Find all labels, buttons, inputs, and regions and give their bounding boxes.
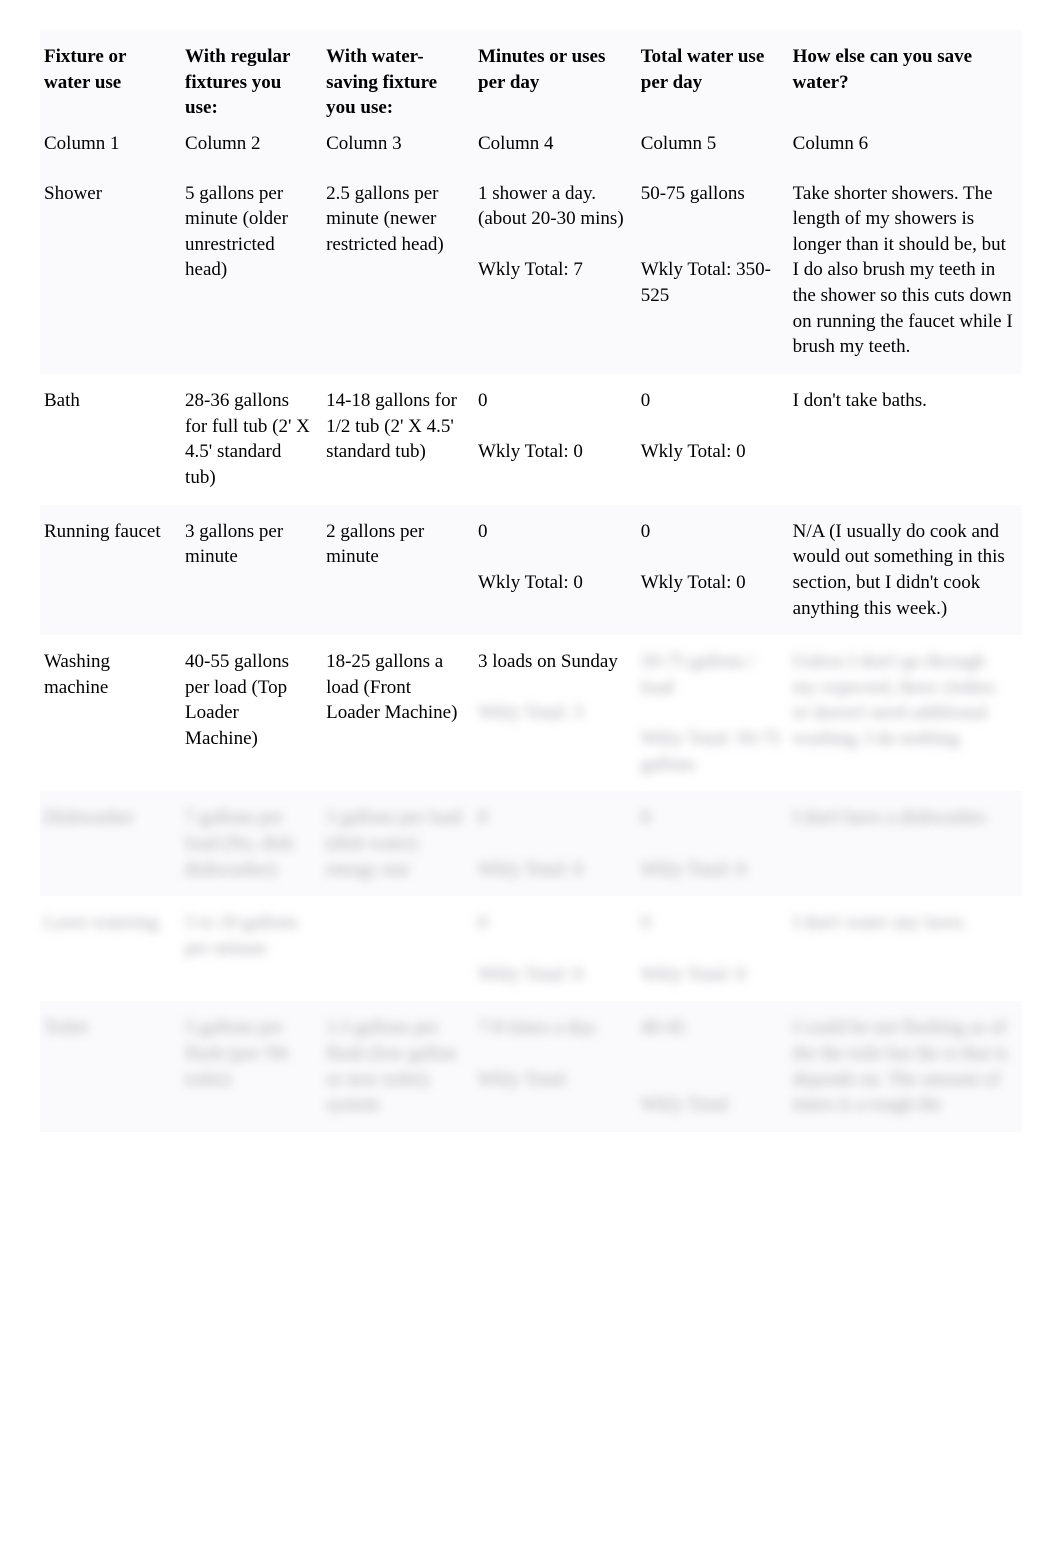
sublabel-c3: Column 3 xyxy=(322,125,474,167)
cell-c4: 0Wkly Total: 0 xyxy=(474,374,637,505)
header-fixture: Fixture or water use xyxy=(40,30,181,125)
cell-c2: 7 gallons per load (No, dish dishwasher) xyxy=(181,791,322,896)
cell-c2: 28-36 gallons for full tub (2' X 4.5' st… xyxy=(181,374,322,505)
cell-c6: Take shorter showers. The length of my s… xyxy=(789,167,1022,374)
sublabel-c1: Column 1 xyxy=(40,125,181,167)
header-total: Total water use per day xyxy=(637,30,789,125)
sublabel-c5: Column 5 xyxy=(637,125,789,167)
header-saving: With water-saving fixture you use: xyxy=(322,30,474,125)
cell-c6: I don't take baths. xyxy=(789,374,1022,505)
cell-c5: 50-75 gallonsWkly Total: 350-525 xyxy=(637,167,789,374)
cell-c4: 3 loads on SundayWkly Total: 3 xyxy=(474,635,637,791)
cell-c2: 40-55 gallons per load (Top Loader Machi… xyxy=(181,635,322,791)
cell-c2: 5 gallons per flush (pre-'94 toilet) xyxy=(181,1001,322,1132)
cell-c2: 5 gallons per minute (older unrestricted… xyxy=(181,167,322,374)
cell-c3: 14-18 gallons for 1/2 tub (2' X 4.5' sta… xyxy=(322,374,474,505)
cell-c2: 3 gallons per minute xyxy=(181,505,322,636)
sublabel-c2: Column 2 xyxy=(181,125,322,167)
cell-c5: 0Wkly Total: 0 xyxy=(637,896,789,1001)
cell-c1: Lawn watering xyxy=(40,896,181,1001)
sublabel-row: Column 1 Column 2 Column 3 Column 4 Colu… xyxy=(40,125,1022,167)
cell-c5: 40-45Wkly Total: xyxy=(637,1001,789,1132)
cell-c3: 2.5 gallons per minute (newer restricted… xyxy=(322,167,474,374)
table-row: Toilet5 gallons per flush (pre-'94 toile… xyxy=(40,1001,1022,1132)
table-row: Shower5 gallons per minute (older unrest… xyxy=(40,167,1022,374)
cell-c6: I don't water any lawn. xyxy=(789,896,1022,1001)
cell-c6: Unless I don't go through my expected, t… xyxy=(789,635,1022,791)
cell-c2: 5 to 10 gallons per minute xyxy=(181,896,322,1001)
cell-c1: Bath xyxy=(40,374,181,505)
cell-c3: 1.5 gallons per flush (low gallon or new… xyxy=(322,1001,474,1132)
cell-c3: 5 gallons per load (dish water) energy s… xyxy=(322,791,474,896)
cell-c4: 0Wkly Total: 0 xyxy=(474,896,637,1001)
cell-c4: 0Wkly Total: 0 xyxy=(474,791,637,896)
header-minutes: Minutes or uses per day xyxy=(474,30,637,125)
table-row: Bath28-36 gallons for full tub (2' X 4.5… xyxy=(40,374,1022,505)
table-row: Lawn watering5 to 10 gallons per minute 0… xyxy=(40,896,1022,1001)
cell-c5: 0Wkly Total: 0 xyxy=(637,791,789,896)
cell-c4: 7-8 times a day.Wkly Total: xyxy=(474,1001,637,1132)
cell-c6: I could be not flushing as of the the to… xyxy=(789,1001,1022,1132)
cell-c3 xyxy=(322,896,474,1001)
header-row: Fixture or water use With regular fixtur… xyxy=(40,30,1022,125)
cell-c1: Dishwasher xyxy=(40,791,181,896)
cell-c5: 0Wkly Total: 0 xyxy=(637,505,789,636)
table-row: Dishwasher7 gallons per load (No, dish d… xyxy=(40,791,1022,896)
cell-c6: N/A (I usually do cook and would out som… xyxy=(789,505,1022,636)
sublabel-c4: Column 4 xyxy=(474,125,637,167)
cell-c5: 0Wkly Total: 0 xyxy=(637,374,789,505)
water-use-table: Fixture or water use With regular fixtur… xyxy=(40,30,1022,1132)
cell-c4: 0Wkly Total: 0 xyxy=(474,505,637,636)
cell-c1: Running faucet xyxy=(40,505,181,636)
cell-c4: 1 shower a day. (about 20-30 mins)Wkly T… xyxy=(474,167,637,374)
cell-c3: 18-25 gallons a load (Front Loader Machi… xyxy=(322,635,474,791)
cell-c5: 50-75 gallons / loadWkly Total: 50-75 ga… xyxy=(637,635,789,791)
cell-c1: Shower xyxy=(40,167,181,374)
table-row: Running faucet3 gallons per minute2 gall… xyxy=(40,505,1022,636)
cell-c6: I don't have a dishwasher. xyxy=(789,791,1022,896)
sublabel-c6: Column 6 xyxy=(789,125,1022,167)
cell-c1: Toilet xyxy=(40,1001,181,1132)
header-howelse: How else can you save water? xyxy=(789,30,1022,125)
table-row: Washing machine40-55 gallons per load (T… xyxy=(40,635,1022,791)
cell-c3: 2 gallons per minute xyxy=(322,505,474,636)
cell-c1: Washing machine xyxy=(40,635,181,791)
header-regular: With regular fixtures you use: xyxy=(181,30,322,125)
